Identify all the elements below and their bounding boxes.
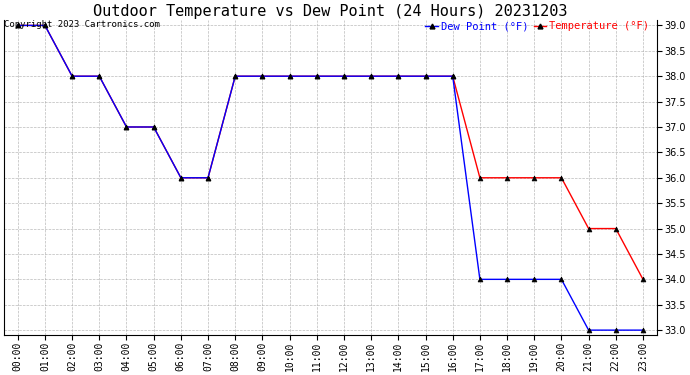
Legend: Dew Point (°F), Temperature (°F): Dew Point (°F), Temperature (°F) xyxy=(423,19,651,33)
Text: Copyright 2023 Cartronics.com: Copyright 2023 Cartronics.com xyxy=(4,20,160,29)
Title: Outdoor Temperature vs Dew Point (24 Hours) 20231203: Outdoor Temperature vs Dew Point (24 Hou… xyxy=(93,4,568,19)
